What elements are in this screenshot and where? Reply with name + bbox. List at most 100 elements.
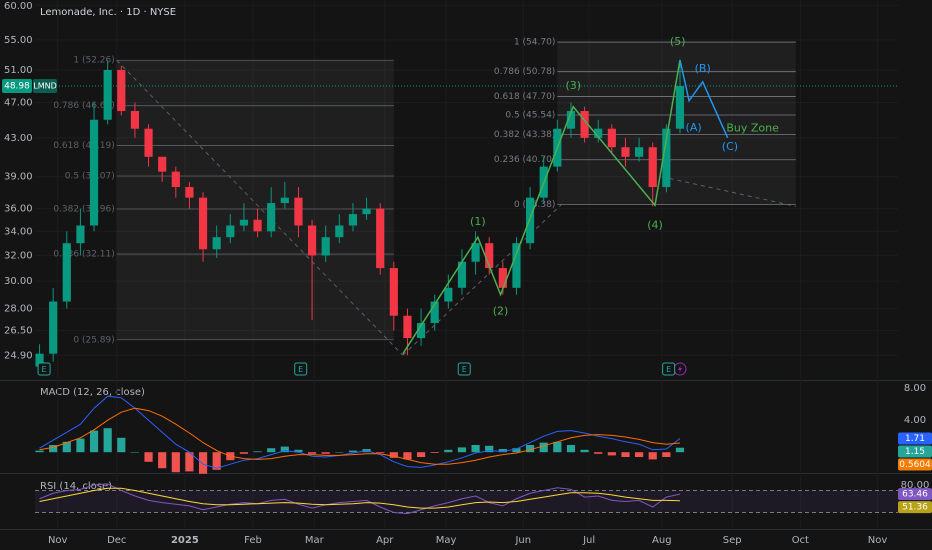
fib-label: 0.382 (35.96) bbox=[53, 205, 114, 215]
wave-label: (4) bbox=[647, 219, 663, 232]
candle-body bbox=[62, 243, 71, 302]
event-label: E bbox=[666, 365, 671, 374]
candle-body bbox=[389, 268, 398, 316]
trend-line bbox=[661, 176, 796, 207]
x-tick-label: Mar bbox=[305, 535, 325, 546]
y-tick-label: 47.00 bbox=[4, 97, 33, 108]
wave-label: Buy Zone bbox=[726, 122, 779, 135]
candle-body bbox=[267, 203, 276, 232]
candle-body bbox=[403, 315, 412, 339]
macd-histogram-bar bbox=[144, 452, 153, 462]
macd-histogram-bar bbox=[267, 448, 276, 453]
event-marker bbox=[457, 362, 471, 376]
macd-histogram-bar bbox=[430, 452, 439, 453]
indicator-line bbox=[39, 487, 680, 509]
macd-histogram-bar bbox=[580, 449, 589, 453]
x-tick-label: 2025 bbox=[171, 535, 199, 546]
macd-histogram-bar bbox=[648, 452, 657, 460]
event-icon-bolt bbox=[678, 365, 682, 373]
fib-label: 1 (54.70) bbox=[514, 38, 555, 48]
candle-body bbox=[158, 156, 167, 172]
macd-histogram-bar bbox=[403, 452, 412, 460]
macd-histogram-bar bbox=[307, 452, 317, 454]
x-tick-label: Nov bbox=[48, 535, 68, 546]
candle-body bbox=[212, 237, 221, 250]
fib-label: 0.618 (42.19) bbox=[53, 141, 114, 151]
macd-histogram-bar bbox=[89, 430, 99, 453]
candle-body bbox=[130, 111, 140, 129]
indicator-line bbox=[39, 395, 681, 469]
macd-histogram-bar bbox=[621, 452, 630, 457]
macd-histogram-bar bbox=[280, 446, 289, 453]
fib-label: 0.786 (46.62) bbox=[53, 101, 114, 111]
candle-body bbox=[566, 111, 576, 129]
candle-body bbox=[594, 128, 603, 138]
macd-histogram-bar bbox=[76, 438, 85, 453]
candle-body bbox=[362, 208, 371, 215]
macd-histogram-bar bbox=[49, 445, 58, 453]
candle-body bbox=[621, 147, 630, 157]
macd-histogram-bar bbox=[239, 452, 249, 454]
candle-body bbox=[280, 197, 289, 204]
macd-histogram-bar bbox=[212, 452, 221, 470]
fib-box bbox=[116, 60, 394, 340]
candle-body bbox=[185, 187, 194, 198]
wave-label: (A) bbox=[686, 121, 702, 134]
y-tick-label: 34.00 bbox=[4, 226, 33, 237]
ticker-label: LMND bbox=[33, 82, 57, 91]
rsi-band bbox=[35, 490, 898, 513]
candle-body bbox=[430, 301, 439, 324]
macd-histogram-bar bbox=[416, 452, 426, 457]
candle-body bbox=[35, 353, 44, 367]
last-price-label: 48.98 bbox=[4, 82, 30, 92]
x-tick-label: Jul bbox=[582, 535, 595, 546]
macd-histogram-bar bbox=[444, 449, 453, 453]
candle-body bbox=[485, 243, 494, 269]
candle-body bbox=[171, 171, 180, 188]
value-badge bbox=[898, 458, 932, 471]
macd-histogram-bar bbox=[348, 450, 358, 453]
ticker-badge bbox=[33, 79, 57, 94]
fib-label: 0.382 (43.38) bbox=[494, 130, 555, 140]
fib-label: 0.786 (50.78) bbox=[494, 67, 555, 77]
wave-path bbox=[402, 59, 681, 355]
x-tick-label: Oct bbox=[792, 535, 809, 546]
fib-label: 1 (52.26) bbox=[73, 56, 114, 66]
macd-histogram-bar bbox=[158, 452, 167, 469]
wave-label: (B) bbox=[695, 62, 711, 75]
candle-body bbox=[512, 243, 521, 288]
x-tick-label: Feb bbox=[244, 535, 262, 546]
fib-label: 0.618 (47.70) bbox=[494, 92, 555, 102]
last-price-badge bbox=[2, 79, 32, 94]
y-tick-label: 32.00 bbox=[4, 250, 33, 261]
value-badge-label: 0.5604 bbox=[899, 460, 931, 470]
macd-histogram-bar bbox=[662, 452, 671, 457]
candle-body bbox=[675, 86, 685, 129]
macd-histogram-bar bbox=[198, 452, 208, 474]
candle-body bbox=[89, 119, 99, 226]
macd-tick-label: 8.00 bbox=[904, 383, 926, 394]
x-tick-label: Apr bbox=[376, 535, 394, 546]
macd-histogram-bar bbox=[35, 450, 44, 453]
wave-label: (1) bbox=[470, 215, 486, 228]
candle-body bbox=[635, 147, 644, 157]
y-tick-label: 28.00 bbox=[4, 304, 33, 315]
rsi-title: RSI (14, close) bbox=[40, 481, 112, 492]
x-tick-label: Sep bbox=[723, 535, 742, 546]
macd-tick-label: 4.00 bbox=[904, 415, 926, 426]
event-marker bbox=[662, 362, 676, 376]
macd-histogram-bar bbox=[321, 452, 330, 454]
event-marker bbox=[37, 362, 51, 376]
symbol-title: Lemonade, Inc. · 1D · NYSE bbox=[40, 7, 176, 18]
macd-histogram-bar bbox=[566, 445, 576, 453]
macd-histogram-bar bbox=[512, 448, 521, 453]
macd-histogram-bar bbox=[471, 445, 480, 453]
candle-body bbox=[76, 225, 85, 244]
x-tick-label: Aug bbox=[652, 535, 672, 546]
macd-histogram-bar bbox=[635, 452, 644, 457]
candle-body bbox=[607, 128, 616, 148]
value-badge-label: 63.46 bbox=[902, 490, 928, 500]
macd-histogram-bar bbox=[594, 452, 603, 454]
candle-body bbox=[144, 128, 153, 157]
candle-body bbox=[662, 128, 671, 188]
